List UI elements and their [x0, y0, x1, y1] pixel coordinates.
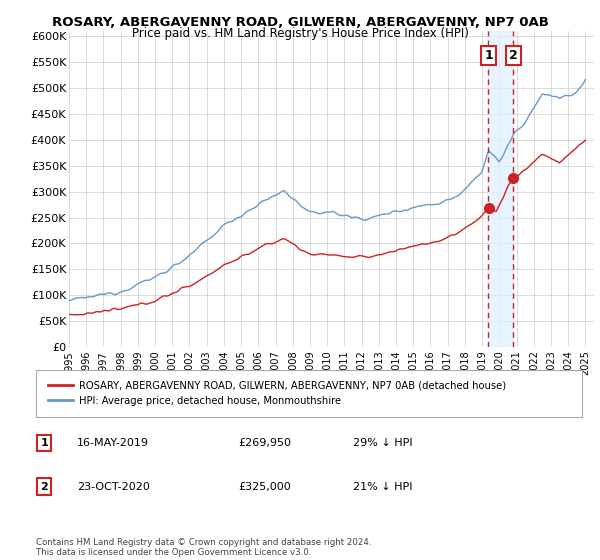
Text: £325,000: £325,000	[238, 482, 291, 492]
Text: 21% ↓ HPI: 21% ↓ HPI	[353, 482, 412, 492]
Text: Price paid vs. HM Land Registry's House Price Index (HPI): Price paid vs. HM Land Registry's House …	[131, 27, 469, 40]
Legend: ROSARY, ABERGAVENNY ROAD, GILWERN, ABERGAVENNY, NP7 0AB (detached house), HPI: A: ROSARY, ABERGAVENNY ROAD, GILWERN, ABERG…	[44, 377, 510, 410]
Text: 2: 2	[509, 49, 518, 62]
Text: 23-OCT-2020: 23-OCT-2020	[77, 482, 150, 492]
Text: 2: 2	[40, 482, 48, 492]
Text: 1: 1	[40, 438, 48, 448]
Text: 29% ↓ HPI: 29% ↓ HPI	[353, 438, 412, 448]
Text: 16-MAY-2019: 16-MAY-2019	[77, 438, 149, 448]
Text: £269,950: £269,950	[238, 438, 291, 448]
Text: ROSARY, ABERGAVENNY ROAD, GILWERN, ABERGAVENNY, NP7 0AB: ROSARY, ABERGAVENNY ROAD, GILWERN, ABERG…	[52, 16, 548, 29]
Text: 1: 1	[484, 49, 493, 62]
Text: Contains HM Land Registry data © Crown copyright and database right 2024.
This d: Contains HM Land Registry data © Crown c…	[36, 538, 371, 557]
Bar	[488, 31, 513, 347]
